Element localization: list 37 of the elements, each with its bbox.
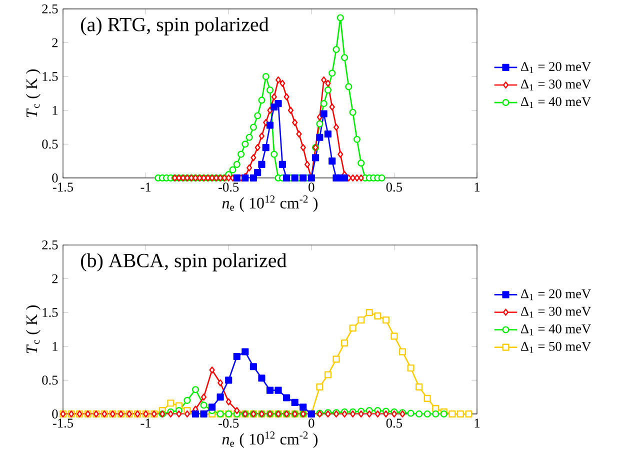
y-axis-title: T$_{c}$ ( K ) xyxy=(26,69,40,118)
x-tick-label: 0.5 xyxy=(386,182,402,192)
y-tick-label: 2.5 xyxy=(42,240,58,250)
y-axis-title: T$_{c}$ ( K ) xyxy=(26,305,40,354)
chart-title: (a) RTG, spin polarized xyxy=(81,17,269,36)
x-tick-label: -0.5 xyxy=(218,418,239,428)
x-tick-label: 1 xyxy=(474,418,480,428)
legend-label: Δ$_{1}$ = 30 meV xyxy=(520,306,591,318)
y-tick-label: 1.5 xyxy=(42,308,58,318)
x-tick-label: -1.5 xyxy=(52,182,74,192)
legend-label: Δ$_{1}$ = 40 meV xyxy=(520,97,591,108)
y-tick-label: 0.5 xyxy=(42,140,58,149)
x-axis-title: n$_{e}$ ( 10$^{12}$ cm$^{-2}$ ) xyxy=(222,196,318,212)
legend-label: Δ$_{1}$ = 50 meV xyxy=(520,342,591,353)
x-tick-label: 1 xyxy=(474,182,480,192)
y-tick-label: 1 xyxy=(52,106,58,115)
x-tick-label: -1 xyxy=(140,418,151,428)
y-tick-label: 2.5 xyxy=(42,4,58,14)
y-tick-label: 0 xyxy=(52,409,58,418)
x-tick-label: 0.5 xyxy=(386,418,402,428)
legend-label: Δ$_{1}$ = 20 meV xyxy=(520,289,591,300)
y-tick-label: 0.5 xyxy=(42,376,58,385)
y-tick-label: 1 xyxy=(52,342,58,351)
y-tick-label: 2 xyxy=(52,274,58,284)
y-tick-label: 2 xyxy=(52,38,58,48)
x-tick-label: -1 xyxy=(140,182,151,192)
y-tick-label: 0 xyxy=(52,173,58,182)
y-tick-label: 1.5 xyxy=(42,72,58,82)
legend-label: Δ$_{1}$ = 30 meV xyxy=(520,80,591,90)
x-tick-label: -0.5 xyxy=(218,182,239,192)
legend-label: Δ$_{1}$ = 40 meV xyxy=(520,324,591,336)
x-tick-label: 0 xyxy=(308,418,314,428)
x-axis-title: n$_{e}$ ( 10$^{12}$ cm$^{-2}$ ) xyxy=(222,432,318,448)
legend-label: Δ$_{1}$ = 20 meV xyxy=(520,62,591,73)
x-tick-label: -1.5 xyxy=(52,418,74,428)
x-tick-label: 0 xyxy=(308,182,314,192)
chart-title: (b) ABCA, spin polarized xyxy=(81,253,287,272)
